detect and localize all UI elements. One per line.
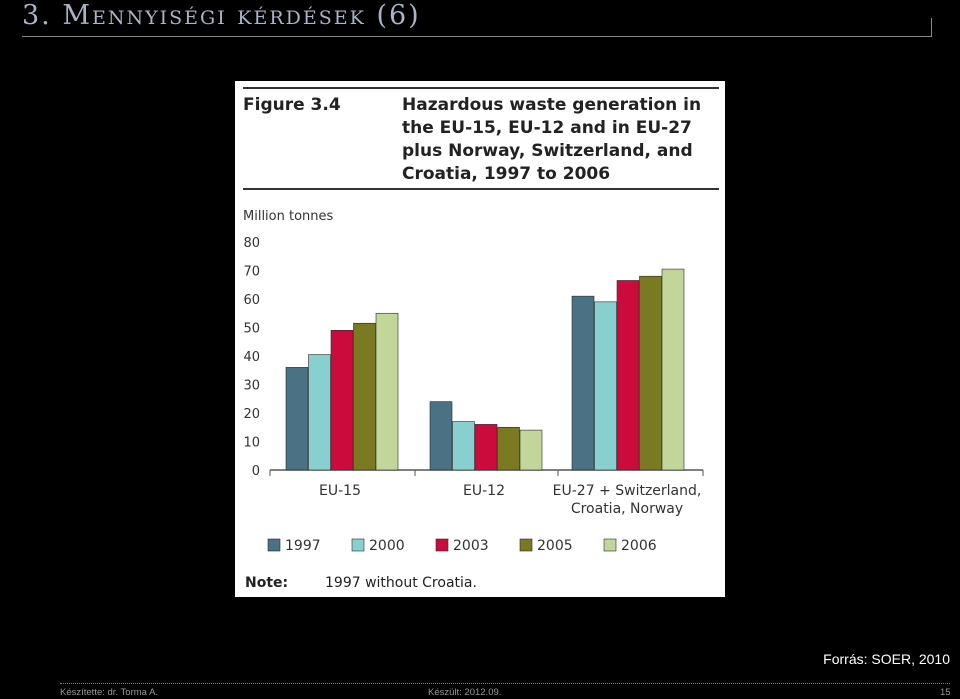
x-category-label: EU-12: [463, 483, 505, 499]
bar-2005-0: [353, 322, 376, 471]
bar-2003-2: [616, 280, 640, 471]
bar-2000-0: [308, 354, 331, 471]
bar-2005-2: [639, 275, 662, 471]
y-tick-label: 10: [243, 436, 260, 451]
y-tick-label: 30: [243, 379, 260, 394]
x-category-label: EU-15: [319, 483, 361, 499]
figure-label: Figure 3.4: [243, 95, 341, 115]
title-divider-tick: [931, 18, 932, 36]
figure-title-line: the EU-15, EU-12 and in EU-27: [402, 118, 692, 138]
slide-title: 3. Mennyiségi kérdések (6): [22, 0, 421, 31]
bar-2006-0: [375, 312, 399, 471]
footer-divider: [60, 683, 950, 684]
legend-swatch-2000: [351, 538, 365, 552]
title-divider: [22, 36, 932, 37]
figure-title-line: Hazardous waste generation in: [402, 95, 701, 115]
page-number: 15: [940, 687, 951, 698]
legend-label-2005: 2005: [537, 538, 573, 554]
bar-2003-0: [330, 330, 354, 471]
y-tick-label: 60: [243, 293, 260, 308]
legend-swatch-2006: [603, 538, 617, 552]
bar-2005-1: [497, 426, 520, 471]
bar-2003-1: [474, 424, 498, 471]
legend-label-2003: 2003: [453, 538, 489, 554]
y-tick-label: 50: [243, 322, 260, 337]
legend-label-2000: 2000: [369, 538, 405, 554]
bar-chart: Figure 3.4 Hazardous waste generation in…: [243, 87, 719, 591]
y-tick-label: 0: [252, 464, 260, 479]
legend-swatch-1997: [267, 538, 281, 552]
legend-swatch-2003: [435, 538, 449, 552]
note-label: Note:: [245, 575, 288, 591]
legend-label-2006: 2006: [621, 538, 657, 554]
y-tick-label: 40: [243, 350, 260, 365]
source-text: Forrás: SOER, 2010: [823, 651, 950, 667]
footer-date: Készült: 2012.09.: [428, 687, 502, 698]
y-tick-label: 20: [243, 407, 260, 422]
legend-label-1997: 1997: [285, 538, 321, 554]
x-category-label: EU-27 + Switzerland,: [553, 483, 702, 499]
x-category-label: Croatia, Norway: [571, 501, 683, 517]
bar-2000-2: [594, 301, 617, 471]
figure-title-line: plus Norway, Switzerland, and: [402, 141, 693, 161]
bar-2000-1: [452, 421, 475, 471]
figure-title-line: Croatia, 1997 to 2006: [402, 164, 610, 184]
y-axis-label: Million tonnes: [243, 209, 334, 224]
figure-panel: Figure 3.4 Hazardous waste generation in…: [235, 81, 725, 597]
y-tick-label: 70: [243, 265, 260, 280]
legend-swatch-2005: [519, 538, 533, 552]
bar-2006-1: [519, 429, 543, 471]
note-text: 1997 without Croatia.: [325, 575, 477, 591]
bar-2006-2: [661, 268, 685, 471]
bar-1997-2: [571, 295, 595, 471]
bar-1997-1: [429, 401, 453, 471]
y-tick-label: 80: [243, 236, 260, 251]
bar-1997-0: [285, 367, 309, 471]
footer-author: Készítette: dr. Torma A.: [60, 687, 159, 698]
